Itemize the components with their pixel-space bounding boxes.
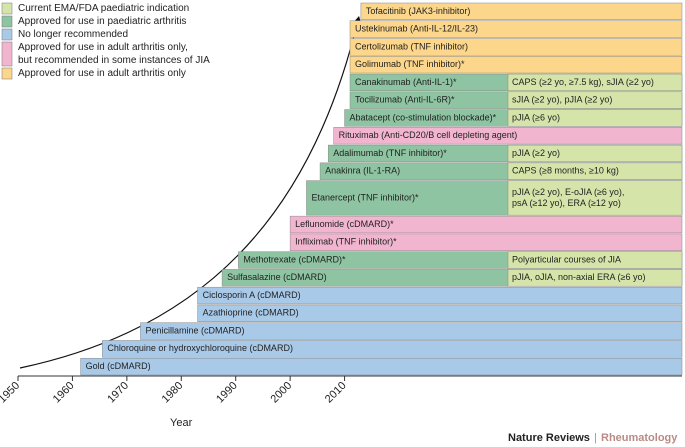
bar [289, 215, 683, 234]
bar-label: Leflunomide (cDMARD)* [295, 219, 394, 229]
legend-swatch [1, 67, 13, 80]
legend-label: Approved for use in adult arthritis only [18, 68, 186, 79]
legend-swatch [1, 41, 13, 67]
bar-label: Adalimumab (TNF inhibitor)* [333, 148, 447, 158]
section: Rheumatology [601, 432, 678, 444]
bar-label: Certolizumab (TNF inhibitor) [355, 41, 468, 51]
legend-swatch [1, 15, 13, 28]
separator: | [594, 432, 597, 444]
bar [349, 20, 683, 38]
bar-label: Tofacitinib (JAK3-inhibitor) [366, 6, 471, 16]
x-tick-label: 1970 [105, 380, 131, 406]
indication [507, 162, 683, 180]
bar-label: Abatacept (co-stimulation blockade)* [350, 112, 497, 122]
x-tick-label: 2000 [269, 380, 295, 406]
bar-label: Gold (cDMARD) [86, 361, 151, 371]
legend-label: Approved for use in paediatric arthritis [18, 16, 186, 27]
bar [197, 286, 683, 305]
bar [197, 304, 683, 322]
bar [333, 127, 683, 145]
journal: Nature Reviews [508, 432, 590, 444]
bar-label: Golimumab (TNF inhibitor)* [355, 59, 465, 69]
indication-label: CAPS (≥8 months, ≥10 kg) [512, 166, 619, 176]
bar-label: Ustekinumab (Anti-IL-12/IL-23) [355, 24, 478, 34]
bar [80, 357, 683, 376]
indication-label: CAPS (≥2 yo, ≥7.5 kg), sJIA (≥2 yo) [512, 77, 654, 87]
indication [507, 109, 683, 127]
indication-label: sJIA (≥2 yo), pJIA (≥2 yo) [512, 95, 612, 105]
indication-label: pJIA, oJIA, non-axial ERA (≥6 yo) [512, 272, 646, 282]
indication [507, 180, 683, 216]
bar-label: Infliximab (TNF inhibitor)* [295, 237, 397, 247]
x-tick-label: 1960 [51, 380, 77, 406]
bar-label: Azathioprine (cDMARD) [203, 308, 299, 318]
indication-label: psA (≥12 yo), ERA (≥12 yo) [512, 198, 621, 208]
x-tick-label: 2010 [323, 380, 349, 406]
bar-label: Rituximab (Anti-CD20/B cell depleting ag… [339, 130, 518, 140]
indication-label: Polyarticular courses of JIA [512, 254, 621, 264]
indication [507, 144, 683, 163]
indication [507, 73, 683, 92]
x-tick-label: 1990 [214, 380, 240, 406]
legend-swatch [1, 28, 13, 41]
legend-swatch [1, 2, 13, 15]
legend-label: Approved for use in adult arthritis only… [18, 42, 188, 53]
indication [507, 269, 683, 287]
indication [507, 251, 683, 269]
bar [349, 56, 683, 74]
bar-label: Sulfasalazine (cDMARD) [227, 272, 327, 282]
indication-label: pJIA (≥6 yo) [512, 112, 560, 122]
indication [507, 91, 683, 109]
bar [360, 2, 683, 21]
bar-label: Canakinumab (Anti-IL-1)* [355, 77, 457, 87]
indication-label: pJIA (≥2 yo) [512, 148, 560, 158]
bar-label: Tocilizumab (Anti-IL-6R)* [355, 95, 455, 105]
bar [349, 38, 683, 56]
legend-label: No longer recommended [18, 29, 128, 40]
bar [102, 340, 683, 358]
x-tick-label: 1950 [0, 380, 22, 406]
legend-label: Current EMA/FDA paediatric indication [18, 3, 189, 14]
bar-label: Etanercept (TNF inhibitor)* [311, 192, 419, 202]
bar-label: Anakinra (IL-1-RA) [325, 166, 400, 176]
bar [289, 233, 683, 251]
x-axis-label: Year [170, 417, 193, 429]
indication-label: pJIA (≥2 yo), E-oJIA (≥6 yo), [512, 187, 624, 197]
bar-label: Chloroquine or hydroxychloroquine (cDMAR… [107, 343, 293, 353]
bar-label: Ciclosporin A (cDMARD) [203, 290, 301, 300]
bar-label: Penicillamine (cDMARD) [145, 325, 244, 335]
bar-label: Methotrexate (cDMARD)* [243, 254, 346, 264]
bar [140, 322, 683, 340]
x-tick-label: 1980 [160, 380, 186, 406]
legend-label: but recommended in some instances of JIA [18, 55, 210, 66]
